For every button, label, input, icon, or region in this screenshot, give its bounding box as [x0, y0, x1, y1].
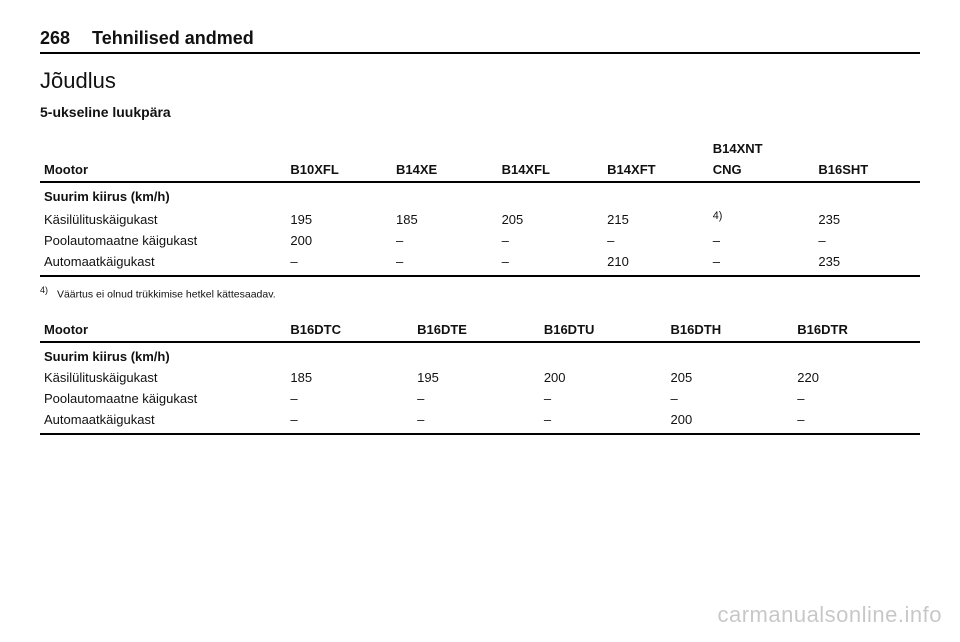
cell: –: [667, 388, 794, 409]
cell: –: [793, 388, 920, 409]
cell: –: [793, 409, 920, 434]
page-content: 268 Tehnilised andmed Jõudlus 5-ukseline…: [0, 0, 960, 435]
page-header: 268 Tehnilised andmed: [40, 28, 920, 54]
page-subtitle: 5-ukseline luukpära: [40, 104, 920, 120]
table-row: Käsilülituskäigukast 195 185 205 215 4) …: [40, 207, 920, 230]
footnote-marker: 4): [40, 285, 48, 295]
cell: –: [709, 251, 815, 276]
cell: –: [814, 230, 920, 251]
cell: 195: [413, 367, 540, 388]
cell: –: [709, 230, 815, 251]
header-cell: Mootor: [40, 319, 286, 342]
cell: –: [286, 251, 392, 276]
cell: 235: [814, 251, 920, 276]
cell: –: [286, 388, 413, 409]
table-row: Käsilülituskäigukast 185 195 200 205 220: [40, 367, 920, 388]
cell: 200: [540, 367, 667, 388]
cell: –: [392, 251, 498, 276]
subheader-cell: Suurim kiirus (km/h): [40, 182, 920, 207]
cell: 205: [498, 207, 604, 230]
watermark: carmanualsonline.info: [717, 602, 942, 628]
table-row: Automaatkäigukast – – – 210 – 235: [40, 251, 920, 276]
cell: 200: [286, 230, 392, 251]
subheader-cell: Suurim kiirus (km/h): [40, 342, 920, 367]
footnote: 4) Väärtus ei olnud trükkimise hetkel kä…: [40, 285, 920, 301]
cell: –: [392, 230, 498, 251]
footnote-text: Väärtus ei olnud trükkimise hetkel kätte…: [57, 289, 276, 301]
cell: 205: [667, 367, 794, 388]
table-row: Automaatkäigukast – – – 200 –: [40, 409, 920, 434]
header-cell: B16DTH: [667, 319, 794, 342]
table-row: B14XNT: [40, 138, 920, 159]
header-cell: B16SHT: [814, 159, 920, 182]
cell: 235: [814, 207, 920, 230]
header-cell: B16DTE: [413, 319, 540, 342]
header-cell: B14XNT: [709, 138, 815, 159]
cell: Poolautomaatne käigukast: [40, 388, 286, 409]
cell: 185: [392, 207, 498, 230]
table-row: Poolautomaatne käigukast 200 – – – – –: [40, 230, 920, 251]
footnote-marker: 4): [713, 210, 723, 222]
table-row: Mootor B10XFL B14XE B14XFL B14XFT CNG B1…: [40, 159, 920, 182]
header-cell: B10XFL: [286, 159, 392, 182]
page-number: 268: [40, 28, 70, 49]
cell: Poolautomaatne käigukast: [40, 230, 286, 251]
cell: 195: [286, 207, 392, 230]
page-title: Jõudlus: [40, 68, 920, 94]
header-cell: CNG: [709, 159, 815, 182]
cell: 210: [603, 251, 709, 276]
performance-table-1: B14XNT Mootor B10XFL B14XE B14XFL B14XFT…: [40, 138, 920, 277]
header-cell: Mootor: [40, 159, 286, 182]
header-cell: B14XE: [392, 159, 498, 182]
header-cell: B16DTU: [540, 319, 667, 342]
cell: Käsilülituskäigukast: [40, 367, 286, 388]
cell: 220: [793, 367, 920, 388]
header-cell: B16DTR: [793, 319, 920, 342]
header-cell: B16DTC: [286, 319, 413, 342]
cell: Automaatkäigukast: [40, 409, 286, 434]
cell: 4): [709, 207, 815, 230]
cell: –: [540, 388, 667, 409]
cell: Käsilülituskäigukast: [40, 207, 286, 230]
cell: 215: [603, 207, 709, 230]
cell: Automaatkäigukast: [40, 251, 286, 276]
performance-table-2: Mootor B16DTC B16DTE B16DTU B16DTH B16DT…: [40, 319, 920, 435]
table-row: Suurim kiirus (km/h): [40, 342, 920, 367]
cell: –: [498, 230, 604, 251]
cell: –: [413, 388, 540, 409]
header-cell: B14XFT: [603, 159, 709, 182]
cell: –: [286, 409, 413, 434]
table-row: Poolautomaatne käigukast – – – – –: [40, 388, 920, 409]
header-cell: B14XFL: [498, 159, 604, 182]
table-row: Mootor B16DTC B16DTE B16DTU B16DTH B16DT…: [40, 319, 920, 342]
cell: –: [498, 251, 604, 276]
cell: –: [413, 409, 540, 434]
cell: –: [540, 409, 667, 434]
cell: 185: [286, 367, 413, 388]
cell: –: [603, 230, 709, 251]
cell: 200: [667, 409, 794, 434]
section-name: Tehnilised andmed: [92, 28, 254, 49]
table-row: Suurim kiirus (km/h): [40, 182, 920, 207]
